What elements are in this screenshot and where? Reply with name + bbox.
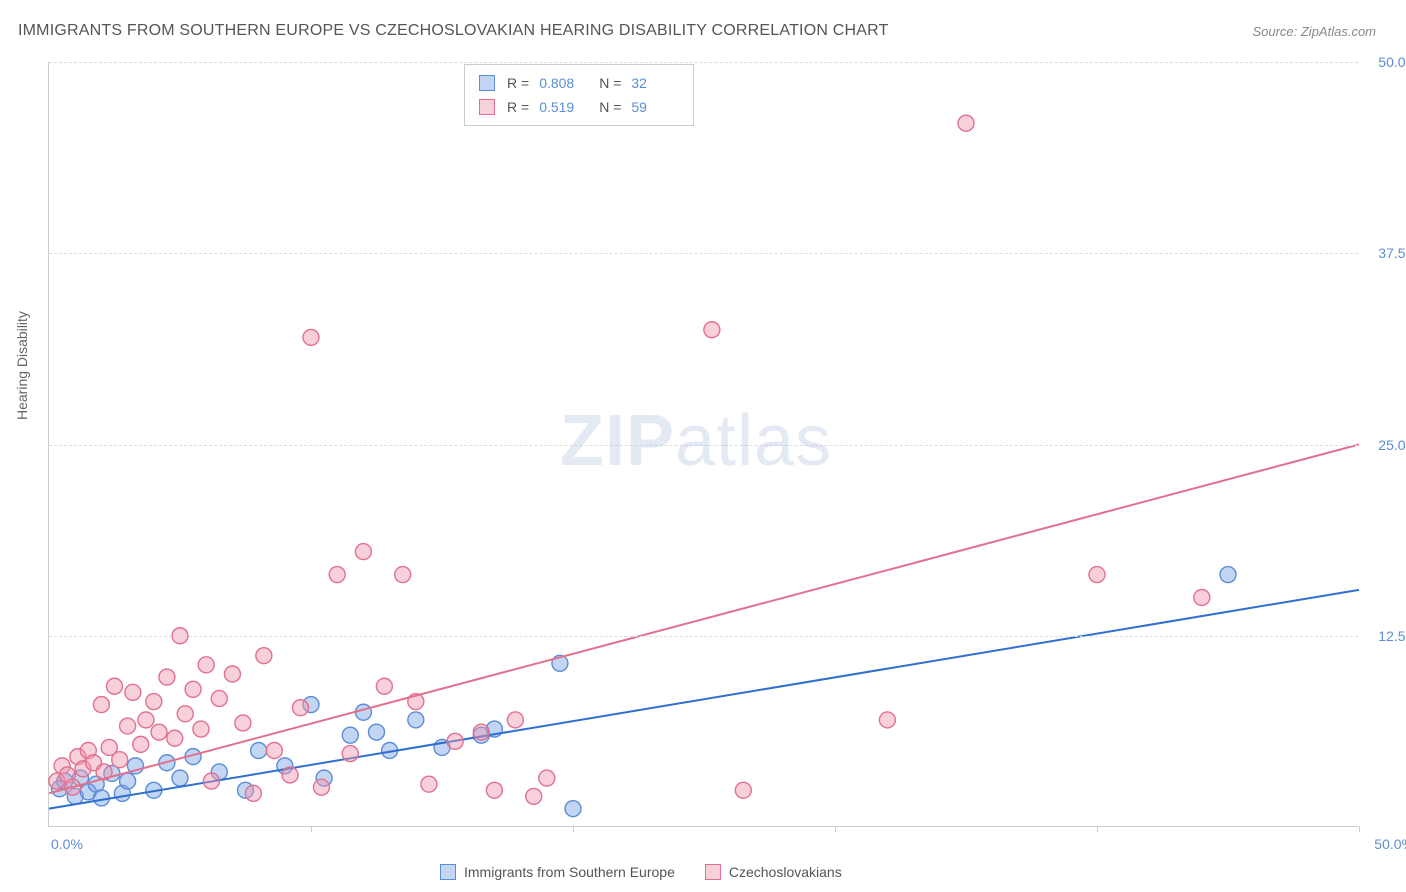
data-point [408,712,424,728]
legend-label: Czechoslovakians [729,864,842,880]
r-value: 0.519 [539,99,587,115]
grid-line [49,636,1358,637]
y-tick-label: 37.5% [1378,245,1406,261]
data-point [1220,567,1236,583]
legend-swatch [705,864,721,880]
data-point [313,779,329,795]
data-point [198,657,214,673]
x-tick-mark [1097,826,1098,832]
data-point [112,752,128,768]
data-point [224,666,240,682]
data-point [172,770,188,786]
data-point [167,730,183,746]
data-point [539,770,555,786]
data-point [342,746,358,762]
scatter-chart: 12.5%25.0%37.5%50.0%0.0%50.0% [48,62,1358,827]
chart-title: IMMIGRANTS FROM SOUTHERN EUROPE VS CZECH… [18,22,889,40]
data-point [958,115,974,131]
legend-stats-row: R = 0.808 N = 32 [479,71,679,95]
grid-line [49,62,1358,63]
data-point [203,773,219,789]
bottom-legend: Immigrants from Southern Europe Czechoslo… [440,864,842,880]
data-point [193,721,209,737]
x-tick-mark [1359,826,1360,832]
data-point [704,322,720,338]
data-point [266,743,282,759]
r-label: R = [507,99,529,115]
data-point [355,544,371,560]
data-point [245,785,261,801]
data-point [303,329,319,345]
data-point [185,681,201,697]
n-value: 32 [631,75,679,91]
legend-stats-box: R = 0.808 N = 32 R = 0.519 N = 59 [464,64,694,126]
data-point [146,694,162,710]
data-point [159,669,175,685]
x-tick-mark [311,826,312,832]
data-point [329,567,345,583]
legend-swatch [479,75,495,91]
data-point [251,743,267,759]
data-point [120,718,136,734]
data-point [376,678,392,694]
x-tick-mark [835,826,836,832]
data-point [507,712,523,728]
data-point [282,767,298,783]
data-point [355,704,371,720]
data-point [565,801,581,817]
legend-swatch [440,864,456,880]
legend-item: Czechoslovakians [705,864,842,880]
grid-line [49,445,1358,446]
x-tick-mark [573,826,574,832]
y-tick-label: 12.5% [1378,628,1406,644]
data-point [369,724,385,740]
x-axis-min-label: 0.0% [51,836,83,852]
data-point [125,684,141,700]
data-point [138,712,154,728]
data-point [342,727,358,743]
data-point [447,733,463,749]
legend-label: Immigrants from Southern Europe [464,864,675,880]
legend-stats-row: R = 0.519 N = 59 [479,95,679,119]
x-axis-max-label: 50.0% [1374,836,1406,852]
data-point [107,678,123,694]
grid-line [49,253,1358,254]
n-label: N = [599,75,621,91]
y-axis-label: Hearing Disability [14,311,30,420]
data-point [421,776,437,792]
data-point [120,773,136,789]
data-point [473,724,489,740]
n-label: N = [599,99,621,115]
n-value: 59 [631,99,679,115]
data-point [151,724,167,740]
data-point [235,715,251,731]
data-point [133,736,149,752]
data-point [879,712,895,728]
data-point [526,788,542,804]
data-point [1194,590,1210,606]
legend-item: Immigrants from Southern Europe [440,864,675,880]
data-point [486,782,502,798]
data-point [93,790,109,806]
r-label: R = [507,75,529,91]
data-point [293,700,309,716]
data-point [1089,567,1105,583]
y-tick-label: 50.0% [1378,54,1406,70]
legend-swatch [479,99,495,115]
data-point [256,648,272,664]
trend-line [49,445,1359,794]
data-point [93,697,109,713]
trend-line [49,590,1359,809]
data-point [395,567,411,583]
source-attribution: Source: ZipAtlas.com [1252,24,1376,39]
r-value: 0.808 [539,75,587,91]
data-point [177,706,193,722]
data-point [211,690,227,706]
y-tick-label: 25.0% [1378,437,1406,453]
data-point [735,782,751,798]
